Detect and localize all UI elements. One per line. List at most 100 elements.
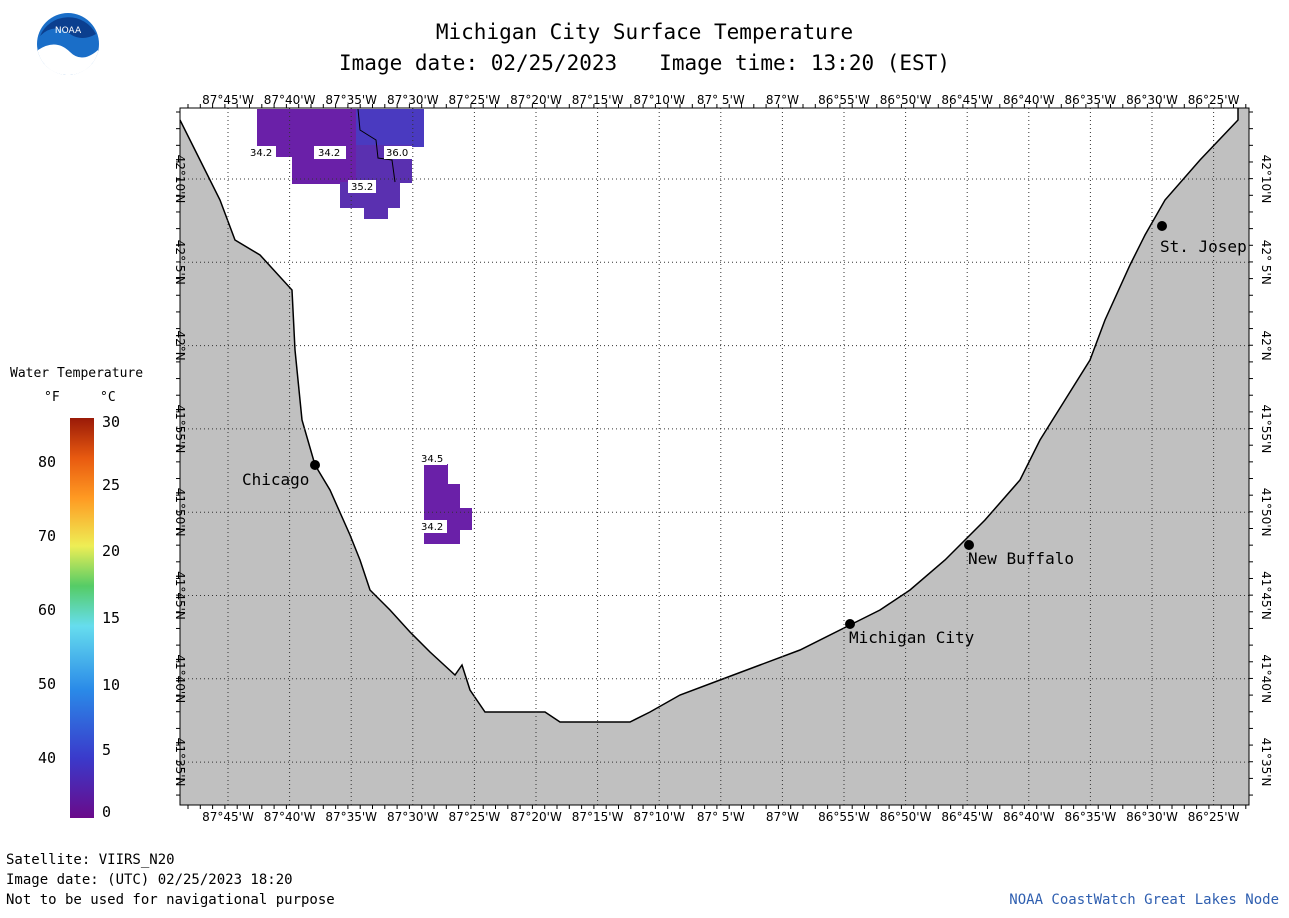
longitude-label: 87°15'W (572, 93, 624, 107)
city-label: St. Josep (1160, 237, 1247, 256)
longitude-label: 86°45'W (941, 93, 993, 107)
image-date-time: Image date: 02/25/2023 Image time: 13:20 … (0, 51, 1289, 75)
fahrenheit-tick: 50 (38, 675, 57, 693)
celsius-tick: 25 (102, 476, 121, 494)
longitude-label: 86°40'W (1003, 93, 1055, 107)
map-title: Michigan City Surface Temperature (435, 20, 854, 44)
latitude-labels-right: 42°10'N 42° 5'N 42°N 41°55'N 41°50'N 41°45'N 4… (1259, 155, 1273, 787)
celsius-tick: 10 (102, 676, 121, 694)
longitude-label: 87°30'W (387, 93, 439, 107)
longitude-label: 87°W (766, 93, 799, 107)
temp-label: 34.5 (421, 454, 443, 465)
longitude-label: 87°W (766, 810, 799, 824)
latitude-label: 42°10'N (1259, 155, 1273, 204)
longitude-label: 87° 5'W (697, 93, 745, 107)
lake-water (180, 108, 1238, 722)
longitude-label: 86°50'W (880, 810, 932, 824)
celsius-tick: 20 (102, 542, 121, 560)
temp-label: 36.0 (386, 148, 408, 159)
longitude-label: 87°35'W (325, 810, 377, 824)
latitude-label: 41°50'N (173, 488, 187, 537)
longitude-label: 86°25'W (1188, 93, 1240, 107)
celsius-tick: 15 (102, 609, 121, 627)
unit-fahrenheit: °F (44, 390, 60, 405)
image-time: Image time: 13:20 (EST) (659, 51, 950, 75)
shoreline (179, 108, 1239, 723)
celsius-tick: 0 (102, 803, 112, 821)
celsius-tick: 5 (102, 741, 112, 759)
temp-label: 34.2 (318, 148, 340, 159)
latitude-label: 42°N (173, 330, 187, 360)
city-dot-icon (964, 540, 974, 550)
longitude-label: 86°40'W (1003, 810, 1055, 824)
longitude-label: 86°50'W (880, 93, 932, 107)
longitude-label: 86°25'W (1188, 810, 1240, 824)
longitude-label: 87°15'W (572, 810, 624, 824)
lat-lon-grid (180, 108, 1249, 805)
latitude-label: 41°45'N (173, 571, 187, 620)
longitude-label: 87°40'W (264, 93, 316, 107)
city-label: New Buffalo (968, 549, 1074, 568)
credit-link[interactable]: NOAA CoastWatch Great Lakes Node (1009, 892, 1279, 908)
longitude-label: 86°30'W (1126, 93, 1178, 107)
legend-title: Water Temperature (10, 366, 144, 381)
latitude-label: 41°40'N (173, 654, 187, 703)
latitude-labels-left: 42°10'N 42° 5'N 42°N 41°55'N 41°50'N 41°45'N 4… (173, 155, 187, 787)
city-label: Michigan City (849, 628, 975, 647)
latitude-label: 41°55'N (173, 404, 187, 453)
longitude-label: 86°55'W (818, 93, 870, 107)
utc-date: Image date: (UTC) 02/25/2023 18:20 (6, 872, 293, 888)
longitude-label: 86°45'W (941, 810, 993, 824)
latitude-label: 41°35'N (173, 738, 187, 787)
temp-label: 34.2 (421, 522, 443, 533)
longitude-label: 87°20'W (510, 93, 562, 107)
longitude-label: 86°35'W (1065, 810, 1117, 824)
longitude-label: 87° 5'W (697, 810, 745, 824)
latitude-label: 41°55'N (1259, 404, 1273, 453)
latitude-label: 42° 5'N (1259, 240, 1273, 285)
longitude-label: 87°10'W (633, 93, 685, 107)
latitude-label: 41°50'N (1259, 488, 1273, 537)
noaa-logo-icon: NOAA (37, 13, 99, 76)
latitude-label: 41°45'N (1259, 571, 1273, 620)
longitude-labels-bottom: 87°45'W 87°40'W 87°35'W 87°30'W 87°25'W 87°20… (202, 810, 1239, 824)
longitude-label: 87°40'W (264, 810, 316, 824)
longitude-label: 86°55'W (818, 810, 870, 824)
color-scale-bar (70, 418, 94, 818)
city-dot-icon (845, 619, 855, 629)
fahrenheit-tick: 80 (38, 453, 57, 471)
longitude-label: 87°25'W (449, 810, 501, 824)
temp-label: 35.2 (351, 182, 373, 193)
longitude-label: 87°35'W (325, 93, 377, 107)
city-markers: Chicago St. Josep New Buffalo Michigan C… (242, 221, 1247, 647)
logo-text: NOAA (55, 26, 82, 36)
celsius-tick: 30 (102, 413, 121, 431)
latitude-label: 42° 5'N (173, 240, 187, 285)
longitude-labels-top: 87°45'W 87°40'W 87°35'W 87°30'W 87°25'W 87°20… (202, 93, 1239, 107)
temperature-labels: 34.2 34.2 36.0 35.2 34.5 34.2 (248, 146, 447, 533)
longitude-label: 87°10'W (633, 810, 685, 824)
fahrenheit-tick: 70 (38, 527, 57, 545)
longitude-label: 87°45'W (202, 810, 254, 824)
latitude-label: 41°40'N (1259, 654, 1273, 703)
city-label: Chicago (242, 470, 309, 489)
longitude-label: 87°20'W (510, 810, 562, 824)
disclaimer: Not to be used for navigational purpose (6, 892, 335, 908)
latitude-label: 42°N (1259, 330, 1273, 360)
satellite-info: Satellite: VIIRS_N20 (6, 852, 175, 868)
latitude-label: 41°35'N (1259, 738, 1273, 787)
temp-label: 34.2 (250, 148, 272, 159)
image-date: Image date: 02/25/2023 (339, 51, 618, 75)
city-dot-icon (310, 460, 320, 470)
longitude-label: 87°45'W (202, 93, 254, 107)
longitude-label: 87°25'W (449, 93, 501, 107)
latitude-label: 42°10'N (173, 155, 187, 204)
unit-celsius: °C (100, 390, 116, 405)
longitude-label: 87°30'W (387, 810, 439, 824)
longitude-label: 86°30'W (1126, 810, 1178, 824)
axis-ticks (176, 104, 1253, 809)
fahrenheit-tick: 40 (38, 749, 57, 767)
city-dot-icon (1157, 221, 1167, 231)
longitude-label: 86°35'W (1065, 93, 1117, 107)
